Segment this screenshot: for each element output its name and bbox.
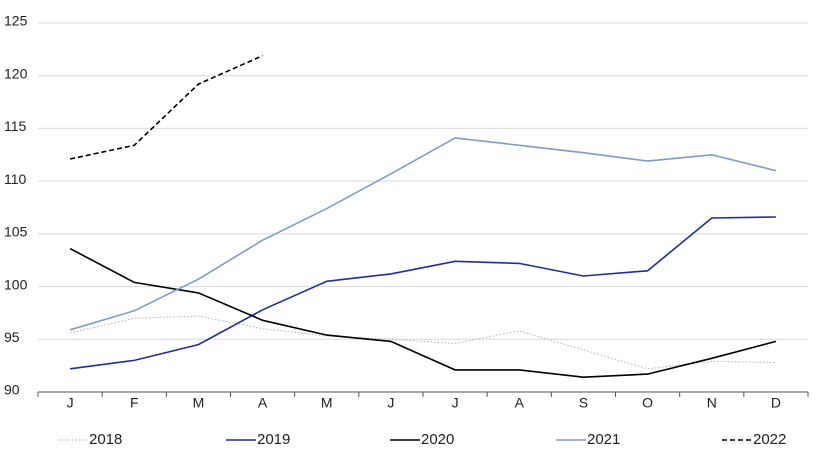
y-tick-label: 115 [4,118,27,134]
legend-label: 2019 [257,431,290,448]
x-tick-label: F [130,395,139,411]
x-tick-label: S [579,395,588,411]
series-line [69,247,777,379]
x-tick-label: A [258,395,268,411]
x-tick-label: J [387,395,394,411]
x-tick-label: D [771,395,781,411]
y-tick-label: 120 [4,65,28,81]
x-tick-label: J [67,395,74,411]
legend-label: 2022 [753,431,786,448]
x-tick-label: M [321,395,333,411]
x-tick-label: J [452,395,459,411]
series-line [69,315,776,370]
series-line [69,216,776,370]
legend-label: 2020 [421,431,454,448]
y-tick-label: 125 [4,13,28,29]
y-tick-label: 100 [4,276,28,292]
x-tick-label: A [515,395,525,411]
series-line [69,54,263,160]
x-tick-label: O [642,395,653,411]
y-tick-label: 110 [4,171,27,187]
legend-label: 2021 [587,431,620,448]
y-tick-label: 105 [4,224,28,240]
x-tick-label: N [707,395,717,411]
legend-label: 2018 [89,431,122,448]
series-line [69,137,777,331]
x-tick-label: M [193,395,205,411]
y-tick-label: 95 [4,329,20,345]
y-tick-label: 90 [4,382,20,398]
